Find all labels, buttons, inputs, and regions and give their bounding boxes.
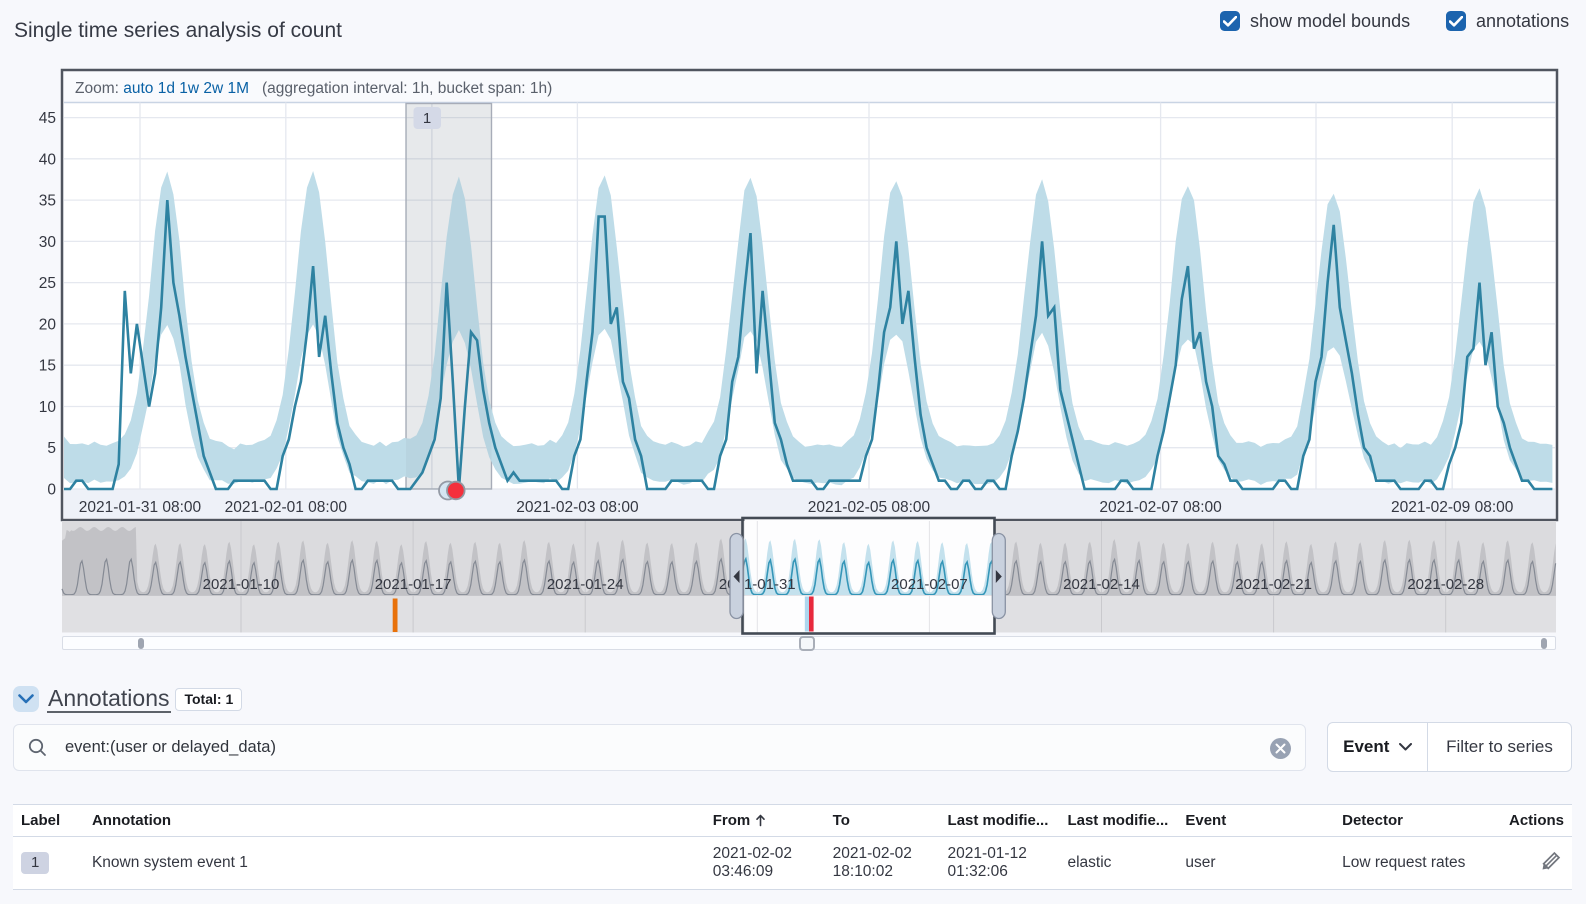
- svg-text:15: 15: [39, 358, 56, 375]
- svg-text:2021-02-05 08:00: 2021-02-05 08:00: [808, 499, 931, 516]
- svg-text:2021-02-03 08:00: 2021-02-03 08:00: [516, 499, 639, 516]
- svg-text:2021-01-31 08:00: 2021-01-31 08:00: [79, 499, 202, 516]
- svg-text:20: 20: [39, 316, 57, 333]
- svg-text:2021-02-07: 2021-02-07: [891, 576, 968, 593]
- svg-text:35: 35: [39, 193, 56, 210]
- svg-text:40: 40: [39, 151, 57, 168]
- svg-text:5: 5: [47, 440, 56, 457]
- svg-text:0: 0: [47, 482, 56, 499]
- svg-text:25: 25: [39, 275, 56, 292]
- svg-text:45: 45: [39, 110, 56, 127]
- svg-text:10: 10: [39, 399, 57, 416]
- svg-text:2021-02-01 08:00: 2021-02-01 08:00: [225, 499, 348, 516]
- svg-text:2021-02-07 08:00: 2021-02-07 08:00: [1099, 499, 1222, 516]
- svg-text:2021-02-14: 2021-02-14: [1063, 576, 1140, 593]
- svg-text:30: 30: [39, 234, 57, 251]
- svg-text:2021-02-21: 2021-02-21: [1235, 576, 1312, 593]
- svg-text:2021-01-24: 2021-01-24: [547, 576, 624, 593]
- svg-text:1: 1: [423, 110, 431, 127]
- svg-text:2021-02-09 08:00: 2021-02-09 08:00: [1391, 499, 1514, 516]
- svg-text:2021-01-17: 2021-01-17: [375, 576, 452, 593]
- svg-text:2021-02-28: 2021-02-28: [1407, 576, 1484, 593]
- svg-text:2021-01-10: 2021-01-10: [203, 576, 280, 593]
